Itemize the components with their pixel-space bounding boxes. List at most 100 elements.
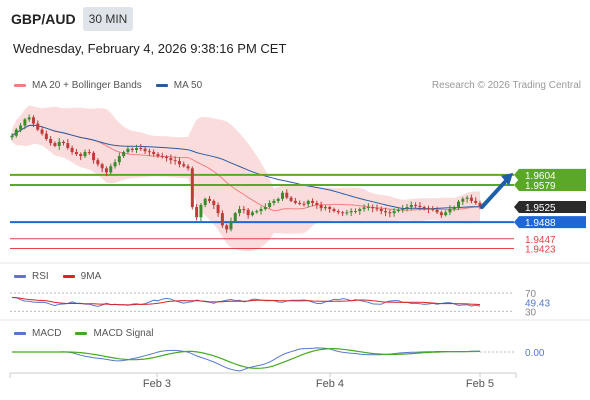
candle[interactable] [203, 197, 207, 208]
candle[interactable] [345, 209, 349, 216]
timeframe-badge[interactable]: 30 MIN [83, 7, 133, 31]
candle[interactable] [375, 204, 379, 212]
candle[interactable] [280, 190, 284, 201]
candle[interactable] [96, 157, 100, 167]
candle[interactable] [104, 166, 108, 177]
candle[interactable] [384, 207, 388, 217]
candle[interactable] [285, 189, 289, 200]
candle[interactable] [238, 205, 242, 217]
candle[interactable] [418, 202, 422, 211]
candle[interactable] [332, 207, 336, 213]
candle[interactable] [117, 152, 121, 166]
candle[interactable] [208, 195, 212, 204]
candle[interactable] [79, 152, 83, 161]
candle[interactable] [169, 154, 173, 165]
candle[interactable] [10, 133, 14, 141]
candle[interactable] [100, 162, 104, 173]
candle[interactable] [469, 194, 473, 204]
candle[interactable] [229, 217, 233, 232]
candle[interactable] [263, 203, 267, 211]
candle[interactable] [379, 206, 383, 215]
candle[interactable] [272, 198, 276, 206]
candle[interactable] [255, 209, 259, 214]
candle[interactable] [49, 136, 53, 146]
candle[interactable] [83, 149, 87, 158]
candle[interactable] [362, 204, 366, 212]
candle[interactable] [109, 163, 113, 175]
candle[interactable] [165, 154, 169, 162]
candle[interactable] [31, 115, 35, 127]
candle[interactable] [311, 198, 315, 207]
candle[interactable] [113, 159, 117, 169]
candle[interactable] [242, 205, 246, 214]
candle[interactable] [448, 205, 452, 215]
candlesticks[interactable] [10, 114, 482, 233]
candle[interactable] [431, 205, 435, 212]
candle[interactable] [306, 199, 310, 208]
candle[interactable] [358, 207, 362, 215]
candle[interactable] [186, 164, 190, 171]
candle[interactable] [452, 205, 456, 212]
candle[interactable] [246, 207, 250, 219]
candle[interactable] [276, 197, 280, 204]
candle[interactable] [444, 210, 448, 217]
candle[interactable] [461, 196, 465, 206]
candle[interactable] [289, 195, 293, 203]
candle[interactable] [474, 197, 478, 205]
candle[interactable] [319, 201, 323, 212]
candle[interactable] [36, 120, 40, 132]
candle[interactable] [439, 210, 443, 218]
candle[interactable] [19, 123, 23, 133]
candle[interactable] [27, 114, 31, 122]
candle[interactable] [426, 205, 430, 214]
candle[interactable] [478, 200, 482, 210]
candle[interactable] [130, 147, 134, 153]
candle[interactable] [195, 203, 199, 221]
candle[interactable] [40, 126, 44, 136]
candle[interactable] [298, 200, 302, 206]
candle[interactable] [422, 205, 426, 211]
candle[interactable] [152, 149, 156, 157]
candle[interactable] [87, 149, 91, 156]
candle[interactable] [212, 199, 216, 210]
candle[interactable] [173, 156, 177, 165]
candle[interactable] [349, 208, 353, 217]
candle[interactable] [396, 207, 400, 213]
candle[interactable] [371, 204, 375, 213]
candle[interactable] [328, 205, 332, 213]
candle[interactable] [62, 140, 66, 146]
candle[interactable] [74, 148, 78, 157]
candle[interactable] [250, 210, 254, 217]
candle[interactable] [23, 117, 27, 130]
candle[interactable] [353, 208, 357, 214]
candle[interactable] [401, 205, 405, 213]
candle[interactable] [199, 202, 203, 222]
candle[interactable] [92, 151, 96, 164]
candle[interactable] [122, 150, 126, 158]
candle[interactable] [465, 195, 469, 203]
candle[interactable] [44, 130, 48, 141]
candle[interactable] [392, 208, 396, 217]
candle[interactable] [70, 145, 74, 155]
candle[interactable] [126, 146, 130, 154]
candle[interactable] [220, 210, 224, 228]
candle[interactable] [336, 209, 340, 215]
candle[interactable] [233, 211, 237, 223]
candle[interactable] [143, 146, 147, 154]
candle[interactable] [57, 137, 61, 150]
candle[interactable] [190, 166, 194, 210]
candle[interactable] [53, 141, 57, 148]
candle[interactable] [14, 128, 18, 138]
candle[interactable] [435, 206, 439, 215]
candle[interactable] [139, 144, 143, 151]
candle[interactable] [225, 223, 229, 233]
candle[interactable] [414, 202, 418, 209]
candle[interactable] [388, 209, 392, 218]
candle[interactable] [341, 211, 345, 217]
candle[interactable] [268, 200, 272, 209]
candle[interactable] [182, 161, 186, 168]
candle[interactable] [405, 203, 409, 212]
candle[interactable] [409, 201, 413, 211]
candle[interactable] [302, 201, 306, 207]
